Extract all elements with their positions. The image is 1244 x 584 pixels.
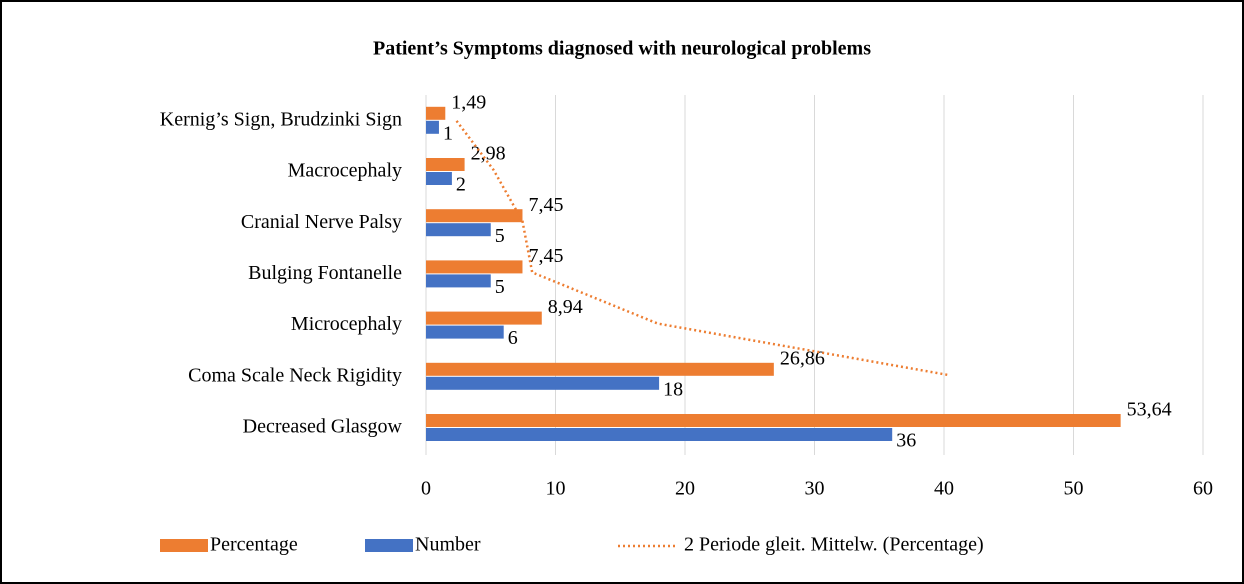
bar	[426, 311, 542, 325]
x-tick-label: 20	[675, 478, 695, 500]
legend-swatch	[160, 539, 208, 552]
bar	[426, 428, 893, 441]
y-tick-label: Cranial Nerve Palsy	[241, 211, 402, 233]
data-label: 1	[443, 122, 453, 144]
y-tick-label: Coma Scale Neck Rigidity	[188, 364, 402, 386]
bar	[426, 120, 439, 134]
bar	[426, 158, 465, 171]
x-tick-label: 40	[934, 478, 954, 500]
data-label: 53,64	[1127, 399, 1172, 421]
legend-label: 2 Periode gleit. Mittelw. (Percentage)	[684, 534, 984, 556]
bar	[426, 172, 452, 185]
data-label: 6	[508, 327, 518, 349]
x-tick-label: 0	[421, 478, 431, 500]
y-tick-label: Microcephaly	[291, 313, 402, 335]
y-tick-label: Macrocephaly	[288, 160, 402, 182]
y-tick-label: Kernig’s Sign, Brudzinki Sign	[160, 108, 402, 130]
data-label: 7,45	[528, 194, 563, 216]
x-tick-label: 30	[805, 478, 825, 500]
data-label: 18	[663, 378, 683, 400]
legend-label: Number	[415, 534, 481, 556]
bar	[426, 362, 774, 376]
data-label: 7,45	[528, 245, 563, 267]
data-label: 26,86	[780, 347, 825, 369]
legend-label: Percentage	[210, 534, 298, 556]
y-tick-label: Decreased Glasgow	[243, 416, 403, 438]
bar	[426, 325, 504, 339]
bar	[426, 223, 491, 237]
data-label: 36	[896, 430, 916, 452]
bar	[426, 414, 1121, 427]
data-label: 2	[456, 174, 466, 196]
data-label: 1,49	[451, 91, 486, 113]
legend-swatch	[365, 539, 413, 552]
data-label: 5	[495, 276, 505, 298]
bar	[426, 376, 660, 390]
y-tick-label: Bulging Fontanelle	[248, 262, 402, 284]
bar	[426, 274, 491, 288]
data-label: 2,98	[471, 143, 506, 165]
x-tick-label: 50	[1064, 478, 1084, 500]
chart-title: Patient’s Symptoms diagnosed with neurol…	[373, 38, 871, 60]
bar	[426, 106, 446, 120]
bar	[426, 260, 523, 274]
x-tick-label: 10	[546, 478, 566, 500]
data-label: 8,94	[548, 296, 583, 318]
data-label: 5	[495, 225, 505, 247]
x-tick-label: 60	[1193, 478, 1213, 500]
trend-line	[454, 118, 948, 377]
bar	[426, 209, 523, 223]
